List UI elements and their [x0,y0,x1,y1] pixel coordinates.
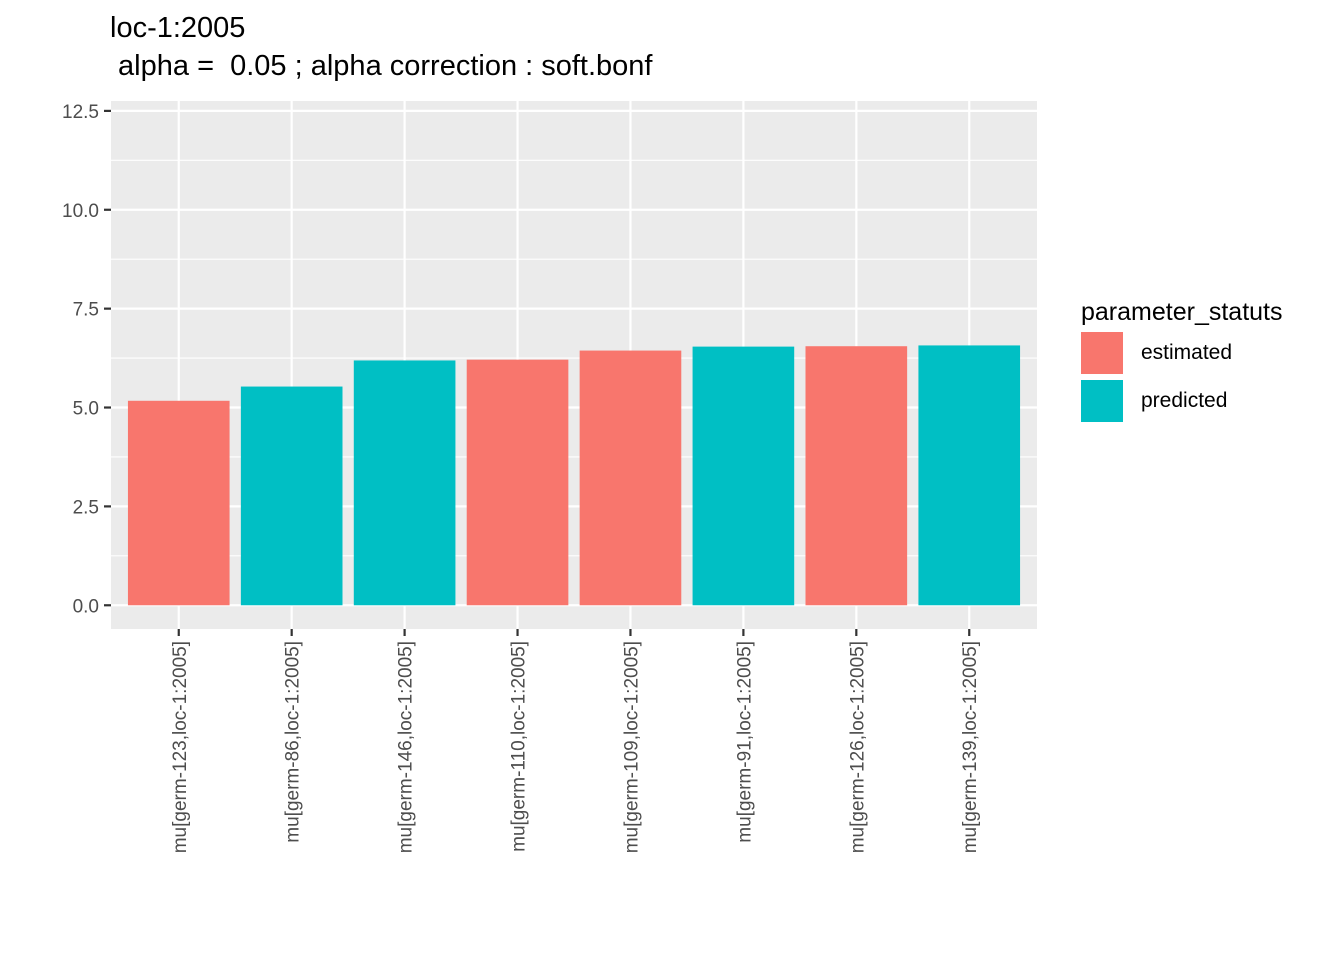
bars [127,345,1021,606]
legend-label-predicted: predicted [1141,389,1228,412]
x-tick-label: mu[germ-123,loc-1:2005] [170,641,191,853]
bar-predicted [918,345,1021,606]
y-tick-label: 5.0 [73,399,99,420]
bar-estimated [127,400,230,606]
y-tick-label: 0.0 [73,596,99,617]
bar-estimated [579,350,682,606]
x-tick-label: mu[germ-91,loc-1:2005] [734,641,755,843]
y-axis: 0.0 2.5 5.0 7.5 10.0 12.5 [62,102,111,617]
chart-title: loc-1:2005 [110,12,246,44]
legend-title: parameter_statuts [1081,298,1283,326]
legend-key-estimated [1081,332,1123,374]
legend-label-estimated: estimated [1141,341,1233,364]
legend: parameter_statuts estimated predicted [1081,296,1283,424]
x-axis: mu[germ-123,loc-1:2005] mu[germ-86,loc-1:… [170,629,981,853]
x-tick-label: mu[germ-86,loc-1:2005] [283,641,304,843]
y-tick-label: 7.5 [73,300,99,321]
y-tick-label: 2.5 [73,497,99,518]
bar-predicted [353,360,456,606]
x-tick-label: mu[germ-109,loc-1:2005] [621,641,642,853]
legend-item-predicted: predicted [1081,378,1283,424]
legend-item-estimated: estimated [1081,330,1283,376]
y-tick-label: 12.5 [62,102,99,123]
bar-estimated [805,346,908,606]
x-tick-label: mu[germ-146,loc-1:2005] [396,641,417,853]
x-tick-label: mu[germ-110,loc-1:2005] [509,641,530,852]
x-tick-label: mu[germ-126,loc-1:2005] [847,641,868,853]
bar-predicted [240,386,343,606]
chart-subtitle: alpha = 0.05 ; alpha correction : soft.b… [110,50,653,82]
legend-key-predicted [1081,380,1123,422]
bar-estimated [466,359,569,606]
bar-predicted [692,346,795,606]
x-tick-label: mu[germ-139,loc-1:2005] [960,641,981,853]
y-tick-label: 10.0 [62,201,99,222]
